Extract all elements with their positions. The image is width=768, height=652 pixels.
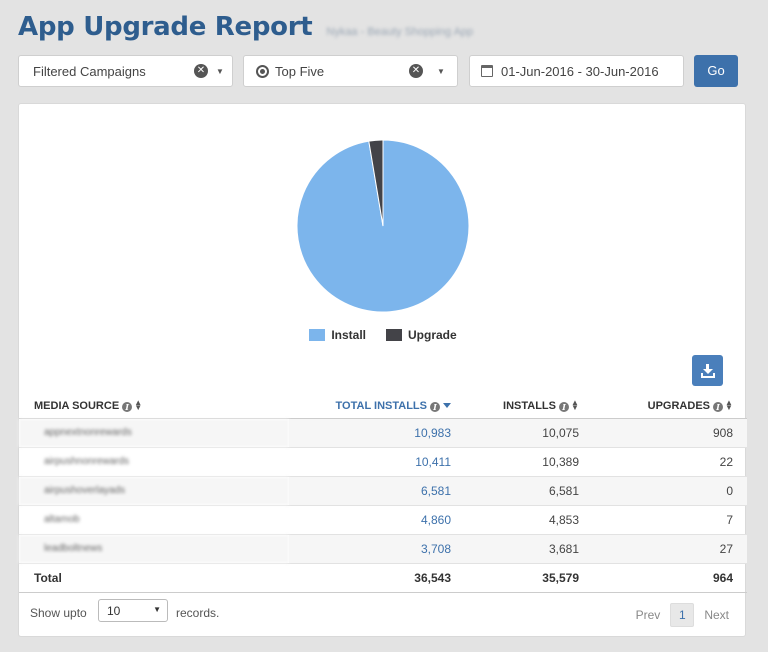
installs-cell: 6,581 — [451, 476, 579, 506]
chevron-down-icon[interactable]: ▼ — [437, 66, 445, 76]
table-row: airpushoverlayads 6,581 6,581 0 — [19, 476, 747, 506]
legend-label-install: Install — [331, 328, 366, 342]
records-per-page-select[interactable]: 10 ▼ — [98, 599, 168, 622]
header-installs[interactable]: INSTALLS i ▲ ▼ — [451, 394, 579, 419]
report-panel: Install Upgrade MEDIA SOURCE i ▲ ▼ TOTAL IN… — [18, 103, 747, 637]
media-source-cell: airpushoverlayads — [19, 476, 289, 506]
chart-legend: Install Upgrade — [19, 328, 747, 342]
total-installs-link[interactable]: 4,860 — [289, 505, 451, 535]
upgrades-cell: 27 — [579, 534, 747, 564]
info-icon[interactable]: i — [559, 401, 569, 412]
pie-chart — [296, 139, 470, 313]
calendar-icon — [481, 65, 493, 77]
media-source-cell: leadboltnews — [19, 534, 289, 564]
campaign-filter-value: Filtered Campaigns — [33, 63, 146, 79]
table-row: airpushnonrewards 10,411 10,389 22 — [19, 447, 747, 477]
upgrades-cell: 908 — [579, 418, 747, 448]
upgrades-sum: 964 — [579, 563, 747, 593]
table-footer: Show upto 10 ▼ records. Prev 1 Next — [19, 598, 747, 628]
upgrades-cell: 0 — [579, 476, 747, 506]
target-icon — [256, 64, 269, 78]
total-label: Total — [19, 563, 289, 593]
app-name-subtitle: Nykaa - Beauty Shopping App — [326, 26, 474, 38]
sort-icon[interactable]: ▲ ▼ — [571, 397, 579, 412]
installs-cell: 4,853 — [451, 505, 579, 535]
chevron-down-icon: ▼ — [153, 605, 161, 614]
legend-item-upgrade[interactable]: Upgrade — [386, 328, 457, 342]
installs-cell: 10,075 — [451, 418, 579, 448]
date-range-value: 01-Jun-2016 - 30-Jun-2016 — [501, 63, 659, 79]
legend-swatch-install — [309, 329, 326, 341]
header-media-source[interactable]: MEDIA SOURCE i ▲ ▼ — [19, 394, 289, 419]
date-range-picker[interactable]: 01-Jun-2016 - 30-Jun-2016 — [469, 55, 684, 87]
top-filter-value: Top Five — [275, 63, 325, 79]
download-icon — [700, 363, 715, 378]
top-filter-select[interactable]: Top Five ✕ ▼ — [243, 55, 458, 87]
clear-campaign-icon[interactable]: ✕ — [194, 64, 208, 78]
upgrades-cell: 22 — [579, 447, 747, 477]
download-button[interactable] — [692, 355, 723, 386]
chevron-down-icon[interactable]: ▼ — [216, 66, 224, 76]
info-icon[interactable]: i — [122, 401, 133, 412]
records-per-page-value: 10 — [107, 604, 121, 618]
sort-desc-icon[interactable] — [443, 402, 451, 408]
media-source-cell: appnextnonrewards — [19, 418, 289, 448]
page-title: App Upgrade Report — [18, 12, 313, 42]
sort-icon[interactable]: ▲ ▼ — [725, 397, 733, 412]
media-source-cell: airpushnonrewards — [19, 447, 289, 477]
header-total-installs[interactable]: TOTAL INSTALLS i — [289, 394, 451, 419]
total-installs-link[interactable]: 10,983 — [289, 418, 451, 448]
records-label: records. — [176, 606, 220, 620]
pie-slice-upgrade[interactable] — [368, 139, 384, 227]
pagination: Prev 1 Next — [626, 603, 739, 627]
info-icon[interactable]: i — [430, 401, 440, 412]
filter-bar: Filtered Campaigns ✕ ▼ Top Five ✕ ▼ 01-J… — [18, 55, 740, 87]
table-row: altamob 4,860 4,853 7 — [19, 505, 747, 535]
total-installs-sum: 36,543 — [289, 563, 451, 593]
legend-swatch-upgrade — [386, 329, 402, 341]
legend-label-upgrade: Upgrade — [408, 328, 457, 342]
header: App Upgrade Report Nykaa - Beauty Shoppi… — [18, 12, 473, 48]
legend-item-install[interactable]: Install — [309, 328, 366, 342]
next-page-button[interactable]: Next — [704, 608, 729, 622]
table-row: leadboltnews 3,708 3,681 27 — [19, 534, 747, 564]
page-1-button[interactable]: 1 — [670, 603, 695, 627]
go-button[interactable]: Go — [694, 55, 738, 87]
info-icon[interactable]: i — [713, 401, 723, 412]
table-row: appnextnonrewards 10,983 10,075 908 — [19, 418, 747, 448]
clear-top-icon[interactable]: ✕ — [409, 64, 423, 78]
total-row: Total 36,543 35,579 964 — [19, 563, 747, 593]
report-table: MEDIA SOURCE i ▲ ▼ TOTAL INSTALLS i INSTALLS… — [19, 394, 747, 593]
total-installs-link[interactable]: 3,708 — [289, 534, 451, 564]
header-upgrades[interactable]: UPGRADES i ▲ ▼ — [579, 394, 747, 419]
sort-icon[interactable]: ▲ ▼ — [134, 397, 143, 412]
show-upto-label: Show upto — [30, 606, 87, 620]
prev-page-button[interactable]: Prev — [635, 608, 661, 622]
campaign-filter-select[interactable]: Filtered Campaigns ✕ ▼ — [18, 55, 233, 87]
total-installs-link[interactable]: 6,581 — [289, 476, 451, 506]
media-source-cell: altamob — [19, 505, 289, 535]
total-installs-link[interactable]: 10,411 — [289, 447, 451, 477]
installs-cell: 10,389 — [451, 447, 579, 477]
upgrades-cell: 7 — [579, 505, 747, 535]
installs-cell: 3,681 — [451, 534, 579, 564]
installs-sum: 35,579 — [451, 563, 579, 593]
